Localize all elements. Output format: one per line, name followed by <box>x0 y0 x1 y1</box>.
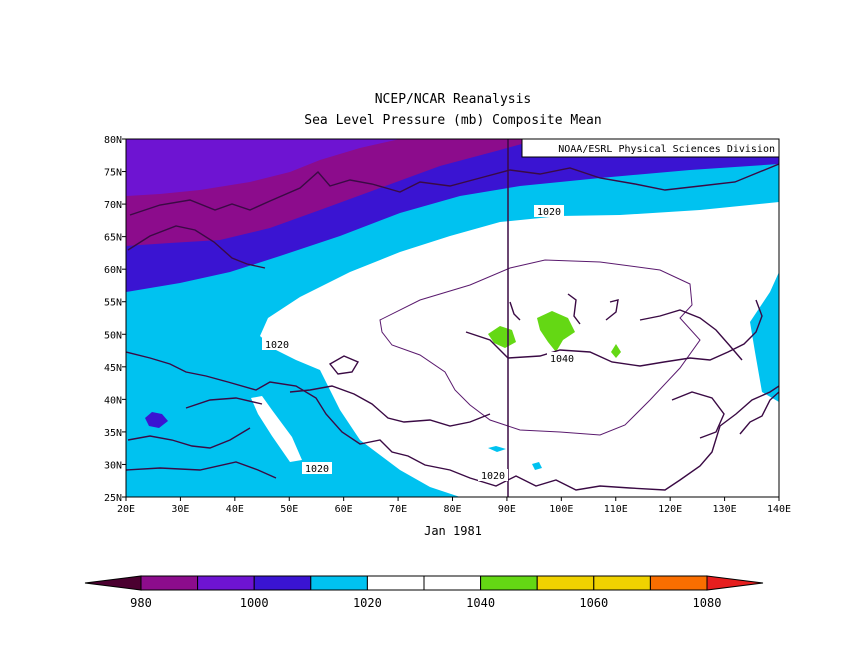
x-tick-label: 70E <box>389 504 407 515</box>
map-area <box>126 139 779 497</box>
band-1020-small-b <box>532 462 542 470</box>
colorbar: 980 1000 1020 1040 1060 1080 <box>84 575 764 610</box>
colorbar-box <box>310 575 368 591</box>
colorbar-high-arrow <box>706 575 764 591</box>
band-1040-1050-small <box>611 344 621 358</box>
colorbar-label: 1080 <box>693 596 722 610</box>
x-tick-label: 130E <box>713 504 737 515</box>
x-tick-label: 50E <box>280 504 298 515</box>
band-1020-small-a <box>488 446 506 452</box>
y-tick-label: 70N <box>104 200 122 211</box>
date-label: Jan 1981 <box>424 524 482 538</box>
colorbar-box <box>593 575 651 591</box>
colorbar-low-arrow <box>84 575 142 591</box>
credit-box <box>521 138 780 158</box>
contour-label-1020-north: 1020 <box>537 207 561 218</box>
colorbar-label: 1020 <box>353 596 382 610</box>
colorbar-box <box>480 575 538 591</box>
band-1040-1050-west <box>488 326 516 348</box>
colorbar-label: 980 <box>130 596 152 610</box>
coastal-white-strip <box>251 396 302 462</box>
x-axis: 20E 30E 40E 50E 60E 70E 80E 90E 100E 110E 120E 130E… <box>117 497 791 515</box>
y-tick-label: 65N <box>104 233 122 244</box>
contour-label-1020-tibet: 1020 <box>481 471 505 482</box>
x-tick-label: 120E <box>658 504 682 515</box>
y-tick-label: 35N <box>104 428 122 439</box>
band-1020-1040 <box>260 202 779 497</box>
colorbar-label: 1040 <box>466 596 495 610</box>
colorbar-box <box>253 575 312 591</box>
y-axis: 80N 75N 70N 65N 60N 55N 50N 45N 40N 35N 30N 25N <box>104 135 126 504</box>
contour-label-1020-west: 1020 <box>265 340 289 351</box>
x-tick-label: 20E <box>117 504 135 515</box>
colorbar-label: 1000 <box>240 596 269 610</box>
chart-title: NCEP/NCAR Reanalysis <box>375 92 532 107</box>
colorbar-box <box>423 575 482 591</box>
y-tick-label: 45N <box>104 363 122 374</box>
x-tick-label: 100E <box>549 504 573 515</box>
x-tick-label: 90E <box>498 504 516 515</box>
colorbar-box <box>536 575 595 591</box>
x-tick-label: 40E <box>226 504 244 515</box>
y-tick-label: 60N <box>104 265 122 276</box>
band-1000-low-aegean <box>145 412 168 428</box>
y-tick-label: 40N <box>104 395 122 406</box>
x-tick-label: 80E <box>443 504 461 515</box>
colorbar-label: 1060 <box>579 596 608 610</box>
contour-1030 <box>379 259 701 436</box>
colorbar-box <box>649 575 708 591</box>
y-tick-label: 80N <box>104 135 122 146</box>
colorbar-box <box>140 575 199 591</box>
band-1040-1050-east <box>537 311 575 352</box>
colorbar-box <box>197 575 255 591</box>
band-980-990 <box>126 139 400 196</box>
x-tick-label: 110E <box>604 504 628 515</box>
y-tick-label: 50N <box>104 330 122 341</box>
contour-labels: 1020 1020 1020 1040 1020 <box>262 205 577 482</box>
contour-label-1040: 1040 <box>550 354 574 365</box>
x-tick-label: 30E <box>171 504 189 515</box>
y-tick-label: 55N <box>104 298 122 309</box>
y-tick-label: 75N <box>104 168 122 179</box>
y-tick-label: 30N <box>104 460 122 471</box>
colorbar-box <box>366 575 425 591</box>
chart-subtitle: Sea Level Pressure (mb) Composite Mean <box>304 113 601 128</box>
contour-label-1020-south: 1020 <box>305 464 329 475</box>
x-tick-label: 60E <box>335 504 353 515</box>
credit-text: NOAA/ESRL Physical Sciences Division <box>558 144 775 155</box>
y-tick-label: 25N <box>104 493 122 504</box>
coastlines <box>126 163 779 491</box>
x-tick-label: 140E <box>767 504 791 515</box>
